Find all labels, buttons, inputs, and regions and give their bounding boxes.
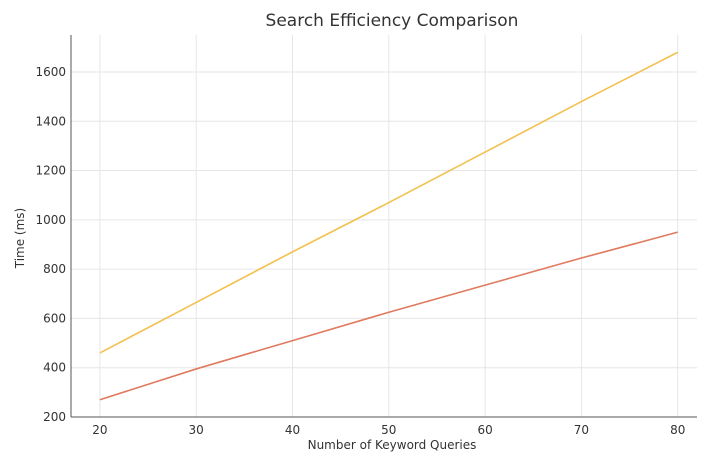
y-tick-label: 400 bbox=[43, 361, 66, 375]
y-tick-label: 1400 bbox=[35, 114, 66, 128]
x-tick-label: 50 bbox=[381, 423, 396, 437]
y-axis-label: Time (ms) bbox=[13, 208, 27, 270]
axes bbox=[70, 35, 697, 418]
y-tick-label: 1200 bbox=[35, 164, 66, 178]
series-line-2 bbox=[99, 231, 678, 401]
grid bbox=[71, 35, 697, 418]
x-tick-label: 70 bbox=[574, 423, 589, 437]
y-tick-label: 1000 bbox=[35, 213, 66, 227]
x-tick-label: 30 bbox=[189, 423, 204, 437]
x-tick-label: 20 bbox=[92, 423, 107, 437]
x-tick-label: 80 bbox=[670, 423, 685, 437]
y-tick-label: 1600 bbox=[35, 65, 66, 79]
chart-title: Search Efficiency Comparison bbox=[266, 11, 519, 31]
y-tick-label: 800 bbox=[43, 262, 66, 276]
series-layer bbox=[99, 51, 679, 401]
tick-labels: 20 30 40 50 60 70 80 200 400 600 800 1000 1200 1400 16… bbox=[35, 65, 685, 437]
x-tick-label: 60 bbox=[477, 423, 492, 437]
x-axis-label: Number of Keyword Queries bbox=[308, 438, 477, 452]
x-tick-label: 40 bbox=[285, 423, 300, 437]
y-tick-label: 200 bbox=[43, 410, 66, 424]
y-tick-label: 600 bbox=[43, 311, 66, 325]
series-line-1 bbox=[99, 51, 679, 354]
